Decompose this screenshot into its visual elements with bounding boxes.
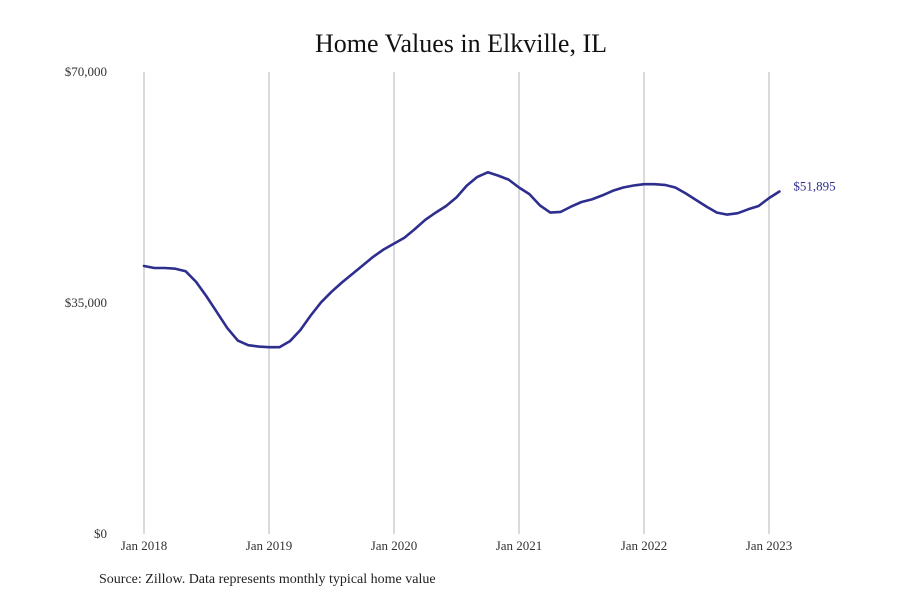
series-line — [142, 171, 781, 349]
y-tick-label: $0 — [94, 526, 107, 541]
x-axis-tick-labels: Jan 2018 Jan 2019 Jan 2020 Jan 2021 Jan 2022… — [121, 538, 793, 553]
x-tick-label: Jan 2021 — [496, 538, 543, 553]
y-tick-label: $70,000 — [65, 64, 107, 79]
x-tick-label: Jan 2022 — [621, 538, 668, 553]
x-tick-label: Jan 2020 — [371, 538, 418, 553]
chart-title: Home Values in Elkville, IL — [315, 29, 607, 58]
y-tick-label: $35,000 — [65, 295, 107, 310]
x-tick-label: Jan 2019 — [246, 538, 293, 553]
y-axis-tick-labels: $0 $35,000 $70,000 — [65, 64, 107, 541]
end-value-label: $51,895 — [793, 178, 835, 193]
vertical-gridlines — [143, 72, 770, 534]
source-note: Source: Zillow. Data represents monthly … — [99, 572, 436, 587]
x-tick-label: Jan 2018 — [121, 538, 168, 553]
x-tick-label: Jan 2023 — [746, 538, 793, 553]
